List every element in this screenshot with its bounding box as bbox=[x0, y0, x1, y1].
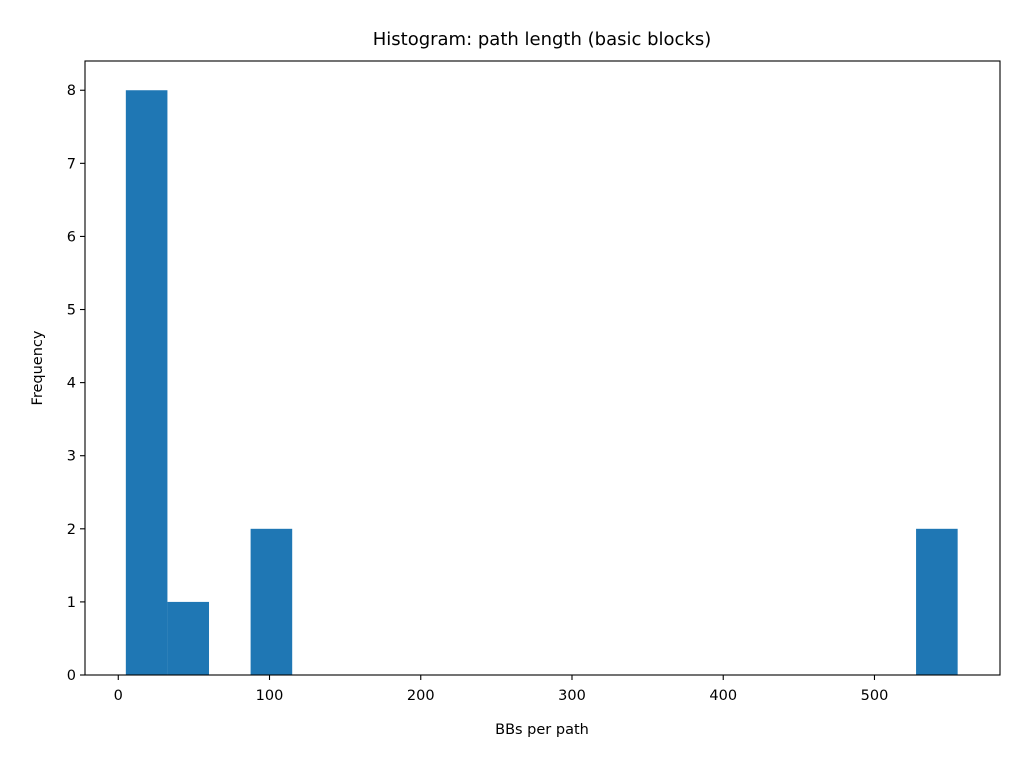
histogram-bar bbox=[125, 90, 168, 675]
y-tick-label: 5 bbox=[67, 303, 76, 319]
y-tick-label: 8 bbox=[67, 83, 76, 99]
x-tick-label: 0 bbox=[114, 688, 123, 704]
plot-frame bbox=[84, 60, 1001, 676]
x-axis-ticks: 0 100 200 300 400 500 bbox=[114, 675, 889, 704]
bars-group bbox=[125, 90, 958, 675]
y-axis-label: Frequency bbox=[30, 330, 46, 405]
x-tick-label: 400 bbox=[709, 688, 737, 704]
y-axis-ticks: 0 1 2 3 4 5 6 7 8 bbox=[67, 83, 85, 684]
y-tick-label: 3 bbox=[67, 449, 76, 465]
y-tick-label: 2 bbox=[67, 522, 76, 538]
histogram-bar bbox=[250, 528, 293, 675]
y-tick-label: 4 bbox=[67, 376, 76, 392]
x-tick-label: 300 bbox=[558, 688, 586, 704]
x-axis-label: BBs per path bbox=[495, 722, 589, 738]
y-tick-label: 6 bbox=[67, 229, 76, 245]
x-tick-label: 200 bbox=[407, 688, 435, 704]
histogram-bar bbox=[167, 601, 210, 675]
x-tick-label: 100 bbox=[256, 688, 284, 704]
y-tick-label: 7 bbox=[67, 156, 76, 172]
y-tick-label: 0 bbox=[67, 668, 76, 684]
chart-title: Histogram: path length (basic blocks) bbox=[373, 29, 712, 50]
y-tick-label: 1 bbox=[67, 595, 76, 611]
x-tick-label: 500 bbox=[861, 688, 889, 704]
histogram-bar bbox=[916, 528, 958, 675]
